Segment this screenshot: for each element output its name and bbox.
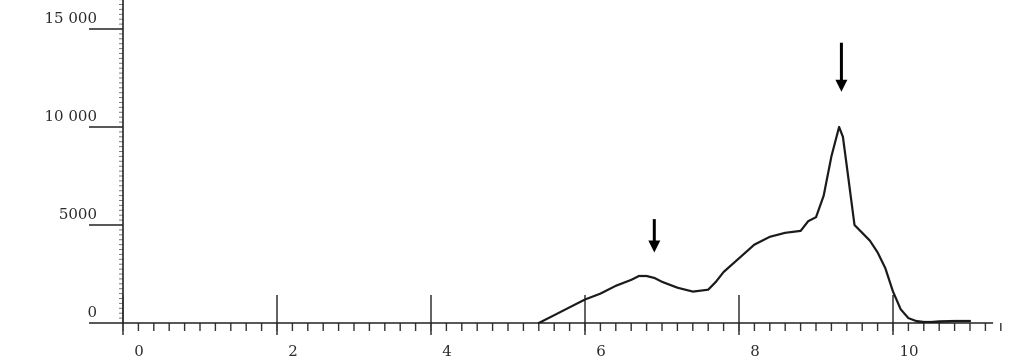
annotation-arrow-1 [648, 219, 661, 253]
annotation-layer [648, 42, 848, 253]
x-axis-tick-labels: 0 2 4 6 8 10 [134, 342, 918, 359]
y-tick-label: 0 [87, 303, 97, 321]
x-tick-label: 6 [596, 342, 606, 359]
annotation-arrow-2 [835, 42, 848, 92]
series-layer [537, 125, 972, 325]
x-axis-minor-ticks [122, 323, 1002, 331]
y-axis-tick-labels: 0 5000 10 000 15 000 [45, 9, 98, 321]
y-tick-label: 5000 [59, 205, 97, 223]
x-tick-label: 0 [134, 342, 144, 359]
arrow-head [835, 79, 848, 92]
y-axis-major-ticks [89, 28, 123, 324]
arrow-head [648, 240, 661, 253]
x-tick-label: 8 [750, 342, 760, 359]
y-tick-label: 15 000 [45, 9, 98, 27]
x-tick-label: 10 [899, 342, 918, 359]
x-tick-label: 4 [442, 342, 452, 359]
x-tick-label: 2 [288, 342, 298, 359]
y-tick-label: 10 000 [45, 107, 98, 125]
series-line-1 [537, 125, 972, 325]
